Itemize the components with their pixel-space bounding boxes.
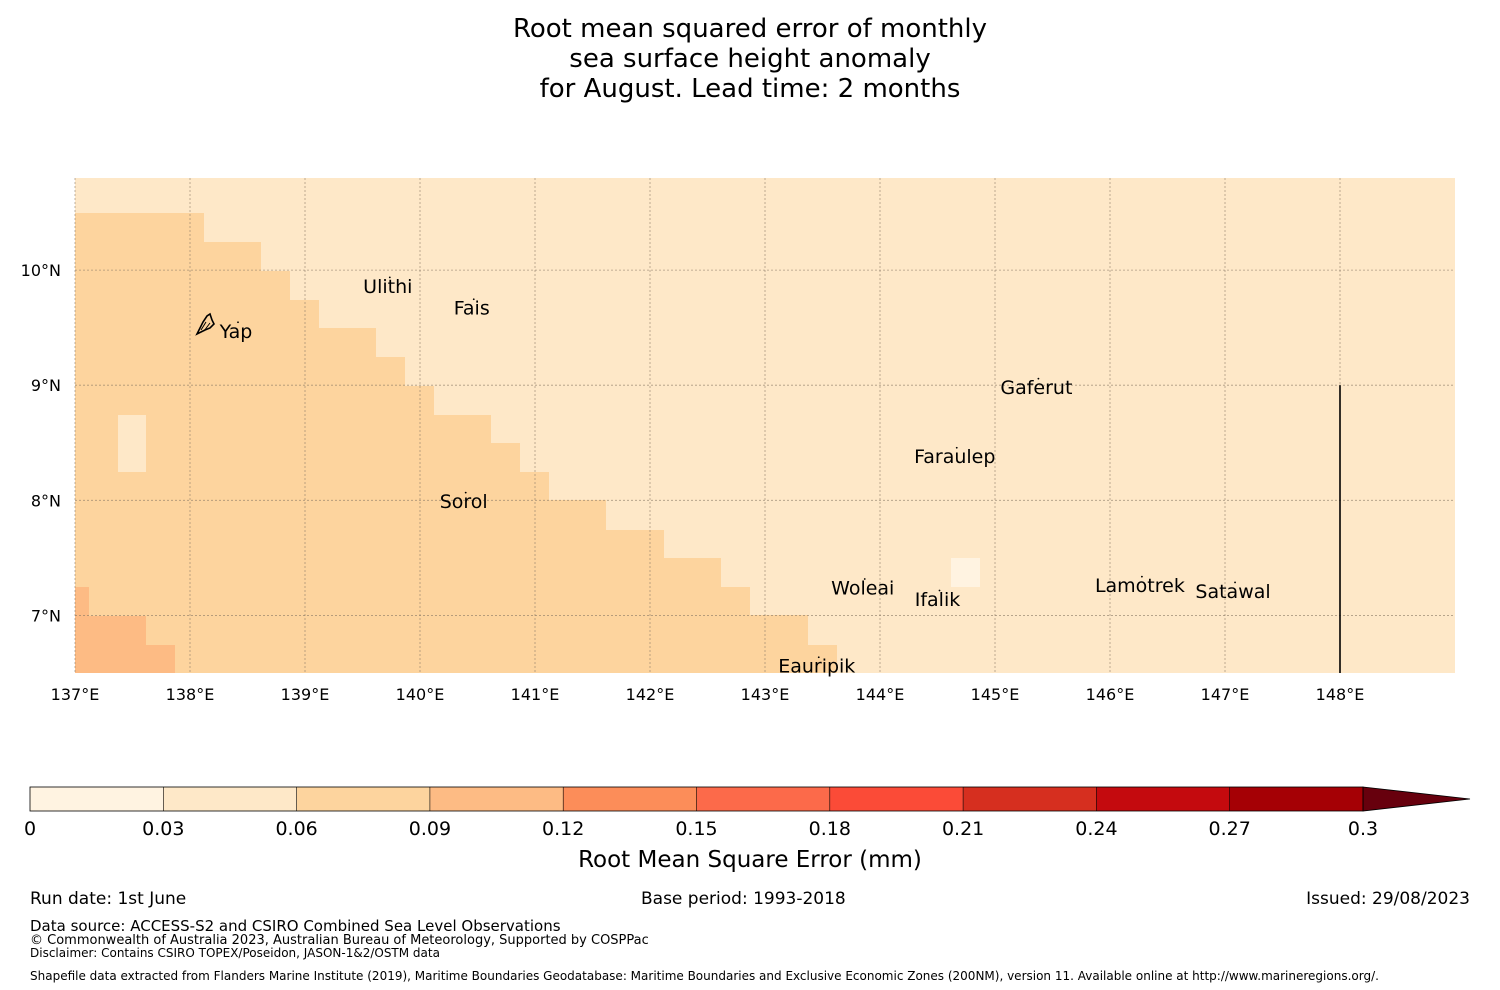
island-dot bbox=[1037, 377, 1040, 380]
island-dot bbox=[388, 276, 391, 279]
colorbar-segment bbox=[429, 787, 564, 811]
place-label: Fais bbox=[454, 298, 490, 320]
grid-cell bbox=[376, 357, 405, 673]
colorbar-segment bbox=[1096, 787, 1230, 811]
place-label: Lamotrek bbox=[1095, 575, 1185, 597]
lon-tick-label: 143°E bbox=[741, 685, 790, 704]
colorbar-tick-label: 0.12 bbox=[542, 818, 584, 840]
colorbar-tick-label: 0.06 bbox=[275, 818, 317, 840]
lat-tick-label: 10°N bbox=[21, 261, 61, 280]
title-line-3: for August. Lead time: 2 months bbox=[539, 74, 961, 104]
colorbar-segment bbox=[829, 787, 964, 811]
lat-tick-label: 7°N bbox=[31, 606, 61, 625]
colorbar-tick-label: 0.21 bbox=[942, 818, 984, 840]
grid-cell bbox=[520, 472, 549, 673]
lon-tick-label: 147°E bbox=[1201, 685, 1250, 704]
grid-cell bbox=[118, 415, 146, 472]
place-label: Woleai bbox=[831, 577, 894, 599]
colorbar-tick-label: 0.18 bbox=[809, 818, 851, 840]
disclaimer: Disclaimer: Contains CSIRO TOPEX/Poseido… bbox=[30, 946, 440, 960]
island-dot bbox=[472, 298, 475, 301]
base-period: Base period: 1993-2018 bbox=[641, 889, 846, 909]
grid-cell bbox=[75, 616, 146, 673]
place-label: Gaferut bbox=[1000, 377, 1072, 399]
place-label: Yap bbox=[219, 321, 253, 343]
lon-tick-label: 145°E bbox=[971, 685, 1020, 704]
grid-cell bbox=[721, 587, 750, 673]
lat-tick-label: 8°N bbox=[31, 491, 61, 510]
run-date: Run date: 1st June bbox=[30, 889, 187, 909]
colorbar-segment bbox=[696, 787, 830, 811]
colorbar-segment bbox=[296, 787, 430, 811]
title-line-2: sea surface height anomaly bbox=[569, 44, 931, 74]
lon-tick-label: 137°E bbox=[51, 685, 100, 704]
data-source: Data source: ACCESS-S2 and CSIRO Combine… bbox=[30, 917, 561, 935]
grid-cell bbox=[750, 615, 808, 673]
shapefile-credit: Shapefile data extracted from Flanders M… bbox=[30, 969, 1379, 983]
island-dot bbox=[1141, 575, 1143, 578]
colorbar-tick-label: 0.15 bbox=[675, 818, 717, 840]
graticule bbox=[74, 178, 1455, 673]
island-dot bbox=[464, 491, 467, 494]
colorbar-tick-label: 0.3 bbox=[1348, 818, 1378, 840]
grid-cell bbox=[606, 530, 664, 673]
grid-cell bbox=[405, 386, 434, 673]
lon-tick-label: 140°E bbox=[396, 685, 445, 704]
place-label: Satawal bbox=[1195, 581, 1270, 603]
lon-tick-label: 141°E bbox=[511, 685, 560, 704]
lon-tick-label: 148°E bbox=[1316, 685, 1365, 704]
colorbar-segment bbox=[963, 787, 1097, 811]
place-label: Faraulep bbox=[914, 446, 995, 468]
title-line-1: Root mean squared error of monthly bbox=[512, 14, 988, 44]
lon-tick-label: 138°E bbox=[166, 685, 215, 704]
grid-cell bbox=[290, 300, 319, 673]
colorbar-tick-label: 0.27 bbox=[1209, 818, 1251, 840]
lon-tick-label: 146°E bbox=[1086, 685, 1135, 704]
colorbar-tick-label: 0.09 bbox=[409, 818, 451, 840]
island-dot bbox=[938, 589, 941, 592]
island-dot bbox=[237, 321, 239, 324]
grid-cell bbox=[951, 558, 980, 587]
lon-tick-label: 139°E bbox=[281, 685, 330, 704]
place-label: Ifalik bbox=[915, 589, 961, 611]
lat-tick-label: 9°N bbox=[31, 376, 61, 395]
yap-island-icon bbox=[195, 312, 215, 336]
island-dot bbox=[1234, 581, 1236, 584]
place-label: Ulithi bbox=[363, 276, 412, 298]
colorbar-tick-label: 0.24 bbox=[1075, 818, 1117, 840]
colorbar-tick-label: 0.03 bbox=[142, 818, 184, 840]
lon-tick-label: 144°E bbox=[856, 685, 905, 704]
colorbar-tick-label: 0 bbox=[24, 818, 36, 840]
place-label: Sorol bbox=[440, 491, 488, 513]
colorbar-label: Root Mean Square Error (mm) bbox=[578, 847, 922, 873]
map-title: Root mean squared error of monthly sea s… bbox=[0, 14, 1500, 104]
place-labels: Ulithi Fais Yap Gaferut Faraulep Sorol Woleai I… bbox=[219, 276, 1271, 678]
place-label: Eauripik bbox=[778, 656, 855, 678]
issued-date: Issued: 29/08/2023 bbox=[1306, 889, 1470, 909]
colorbar-segment bbox=[563, 787, 697, 811]
grid-cell bbox=[376, 271, 405, 300]
grid-cell bbox=[491, 443, 520, 673]
grid-cell bbox=[434, 415, 491, 673]
colorbar-segment bbox=[163, 787, 297, 811]
axis-tick-labels: 137°E 138°E 139°E 140°E 141°E 142°E 143°E 144°E… bbox=[21, 261, 1365, 704]
grid-cell bbox=[808, 645, 837, 673]
grid-cell bbox=[204, 242, 261, 673]
grid-cell bbox=[549, 500, 606, 673]
colorbar-extend-arrow bbox=[1362, 786, 1471, 812]
colorbar-segment bbox=[30, 787, 164, 811]
island-dot bbox=[955, 446, 958, 449]
colorbar-segment bbox=[1229, 787, 1363, 811]
island-dot bbox=[817, 656, 820, 659]
island-dot bbox=[863, 578, 866, 580]
copyright: © Commonwealth of Australia 2023, Austra… bbox=[30, 933, 649, 948]
grid-cell bbox=[261, 271, 290, 673]
colorbar: 0 0.03 0.06 0.09 0.12 0.15 0.18 0.21 0.24 0.27 0.3… bbox=[24, 786, 1471, 873]
lon-tick-label: 142°E bbox=[626, 685, 675, 704]
grid-cell bbox=[146, 645, 175, 673]
